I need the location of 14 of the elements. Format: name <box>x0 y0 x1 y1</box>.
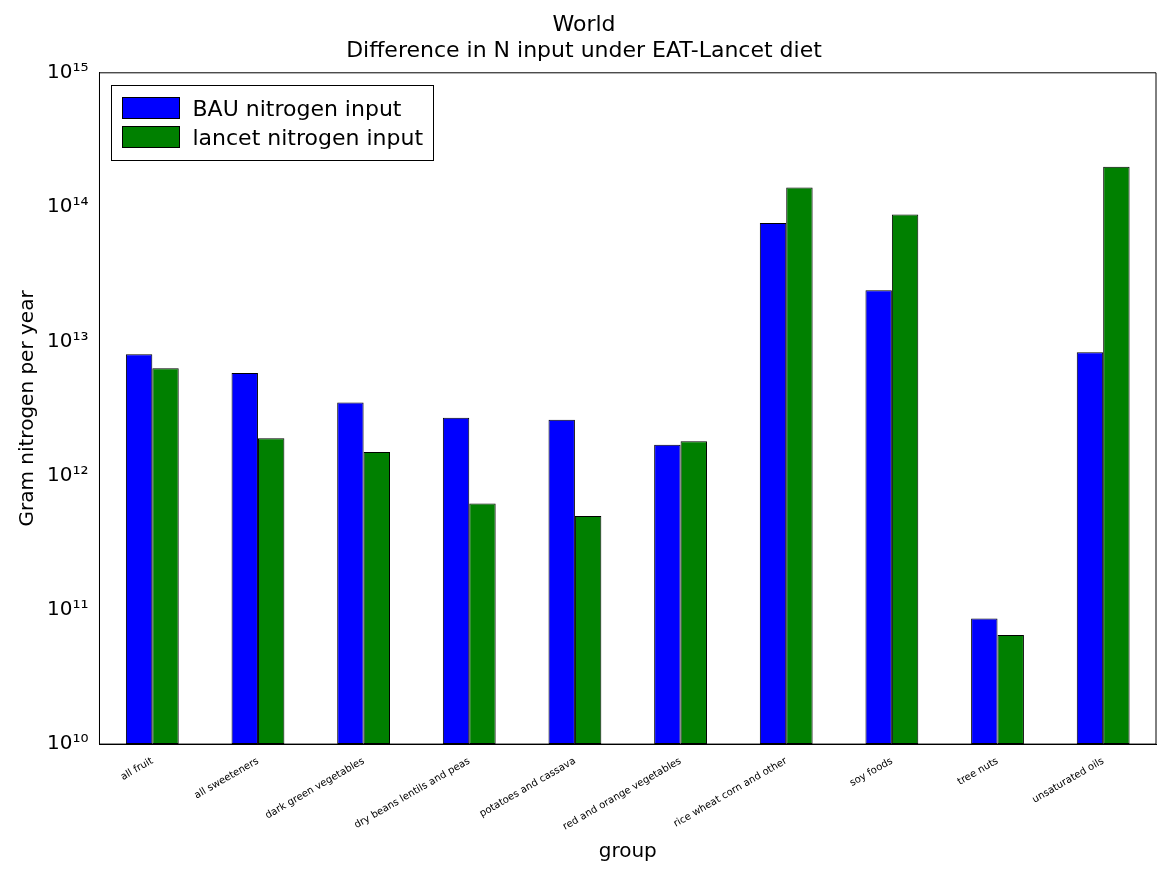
y-tick-label: 10¹⁴ <box>47 193 89 218</box>
y-tick-label: 10¹⁵ <box>47 59 89 83</box>
y-tick-label: 10¹¹ <box>47 596 89 621</box>
y-tick-label: 10¹⁰ <box>47 730 89 755</box>
y-tick-label: 10¹³ <box>47 327 89 352</box>
x-axis-title: group <box>598 838 657 863</box>
x-tick-label: tree nuts <box>955 754 1000 787</box>
x-tick-label: all fruit <box>118 754 155 782</box>
y-axis-title: Gram nitrogen per year <box>14 289 39 527</box>
chart-title: World <box>552 10 616 36</box>
legend-label: BAU nitrogen input <box>192 95 402 121</box>
chart-subtitle: Difference in N input under EAT-Lancet diet <box>346 37 823 63</box>
legend-label: lancet nitrogen input <box>192 124 424 150</box>
y-tick-label: 10¹² <box>47 461 89 486</box>
